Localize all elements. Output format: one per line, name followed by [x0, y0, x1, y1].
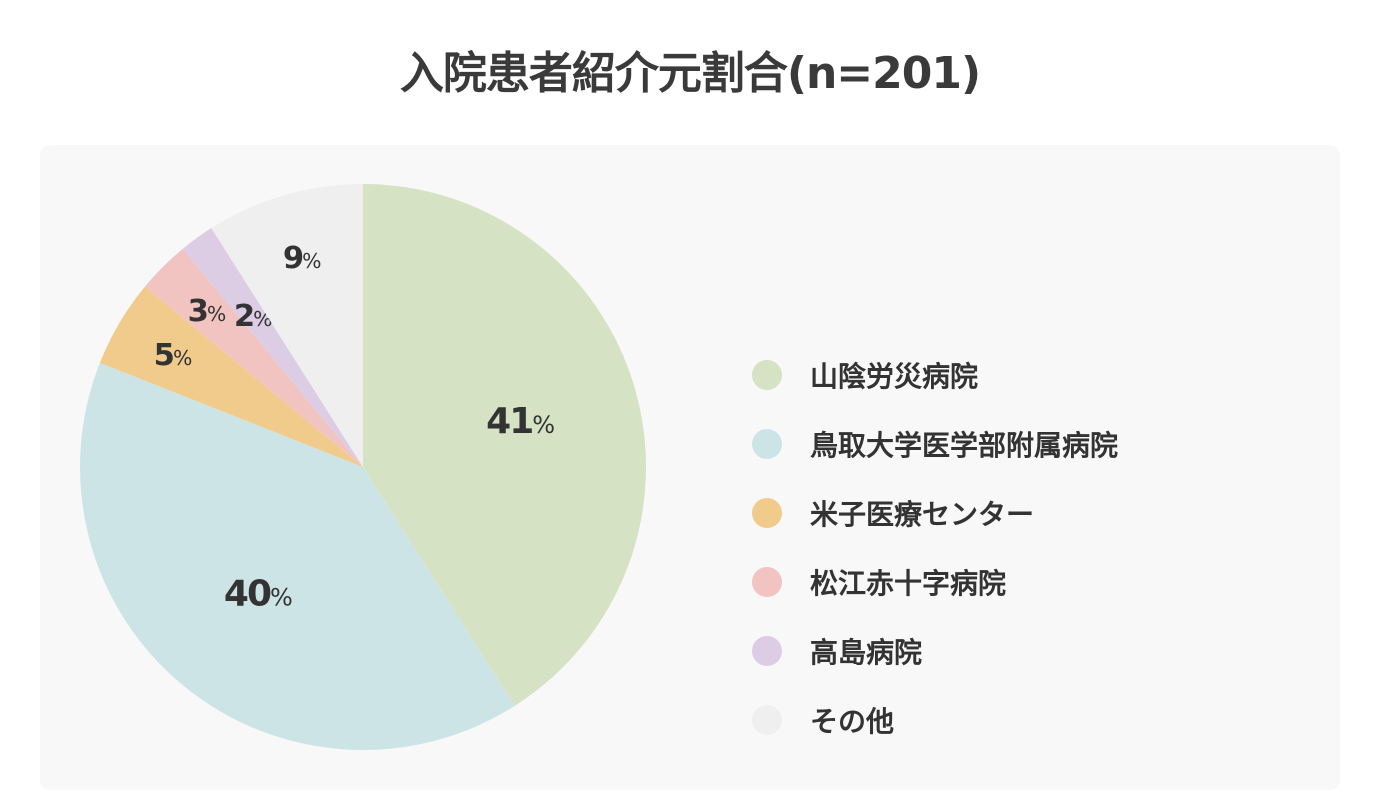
- legend-label: 松江赤十字病院: [810, 566, 1007, 600]
- legend-label: 米子医療センター: [810, 497, 1035, 531]
- legend-label: 鳥取大学医学部附属病院: [810, 428, 1119, 462]
- legend-item: その他: [752, 685, 1118, 754]
- pie-slice: [99, 286, 363, 467]
- legend-swatch: [752, 635, 782, 666]
- legend-swatch: [752, 428, 782, 459]
- slice-percent-label: 3%: [188, 294, 227, 329]
- legend-label: 山陰労災病院: [810, 359, 979, 393]
- legend-item: 米子医療センター: [752, 478, 1118, 547]
- slice-percent-label: 40%: [224, 573, 293, 614]
- slice-percent-label: 41%: [486, 401, 555, 442]
- legend-label: 高島病院: [810, 635, 923, 669]
- legend-label: その他: [810, 704, 895, 738]
- pie-slice: [363, 184, 647, 706]
- chart-panel: 41% 40% 5% 3% 2% 9% 山陰労災病院 鳥取大学医学部附属病院 米子医療センター…: [40, 145, 1340, 790]
- legend-swatch: [752, 359, 782, 390]
- legend-item: 鳥取大学医学部附属病院: [752, 409, 1118, 478]
- legend-item: 松江赤十字病院: [752, 547, 1118, 616]
- pie-slice: [144, 248, 363, 467]
- slice-percent-label: 5%: [154, 338, 193, 373]
- legend-swatch: [752, 566, 782, 597]
- chart-title: 入院患者紹介元割合(n=201): [399, 48, 981, 99]
- pie-slice: [79, 362, 515, 750]
- legend-item: 山陰労災病院: [752, 340, 1118, 409]
- pie-slice: [182, 228, 363, 467]
- slice-percent-label: 9%: [283, 241, 322, 276]
- legend-swatch: [752, 497, 782, 528]
- chart-legend: 山陰労災病院鳥取大学医学部附属病院 米子医療センター 松江赤十字病院 高島病院その他: [752, 340, 1118, 754]
- pie-chart: 41%40%5%3% 2%9%: [79, 184, 647, 750]
- pie-slice: [211, 184, 363, 467]
- legend-swatch: [752, 704, 782, 735]
- legend-item: 高島病院: [752, 616, 1118, 685]
